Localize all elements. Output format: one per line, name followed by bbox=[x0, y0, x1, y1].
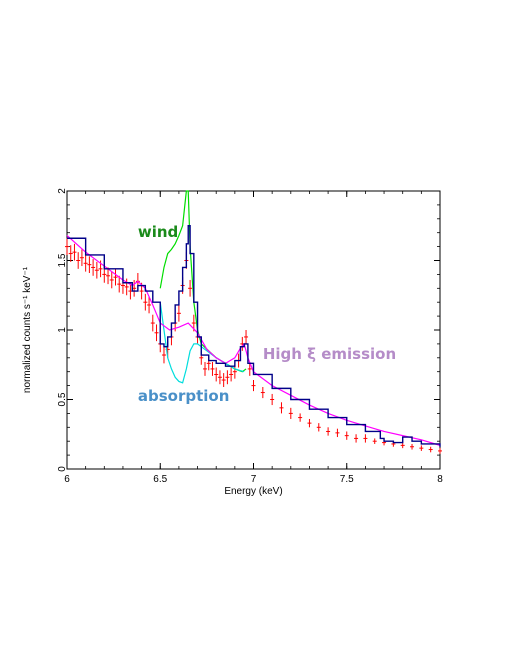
series-3 bbox=[66, 235, 441, 446]
axis-ticks bbox=[66, 190, 441, 470]
series-layer bbox=[65, 190, 442, 454]
x-axis-title: Energy (keV) bbox=[224, 486, 282, 497]
y-tick-labels: 0 0.5 1 1.5 2 bbox=[57, 188, 68, 472]
annotation-1: absorption bbox=[138, 387, 230, 405]
y-tick-label: 0 bbox=[57, 466, 68, 472]
x-tick-label: 6.5 bbox=[153, 474, 167, 485]
series-4 bbox=[67, 225, 441, 447]
y-tick-label: 0.5 bbox=[57, 392, 68, 406]
annotation-2: High ξ emission bbox=[263, 345, 396, 363]
y-tick-label: 1 bbox=[57, 327, 68, 333]
series-0 bbox=[65, 238, 442, 454]
series-line bbox=[159, 190, 247, 373]
x-tick-labels: 6 6.5 7 7.5 8 bbox=[64, 474, 443, 485]
plot-frame bbox=[66, 190, 441, 470]
x-tick-label: 8 bbox=[437, 474, 443, 485]
x-tick-label: 7.5 bbox=[340, 474, 354, 485]
y-tick-label: 1.5 bbox=[57, 253, 68, 267]
x-tick-label: 7 bbox=[251, 474, 257, 485]
annotation-layer: wind absorption High ξ emission bbox=[138, 223, 396, 405]
y-tick-label: 2 bbox=[57, 188, 68, 194]
series-line bbox=[67, 225, 441, 447]
x-tick-label: 6 bbox=[64, 474, 70, 485]
annotation-0: wind bbox=[138, 223, 178, 241]
y-axis-title: normalized counts s⁻¹ keV⁻¹ bbox=[22, 266, 33, 393]
series-line bbox=[66, 235, 441, 446]
series-1 bbox=[159, 190, 247, 373]
